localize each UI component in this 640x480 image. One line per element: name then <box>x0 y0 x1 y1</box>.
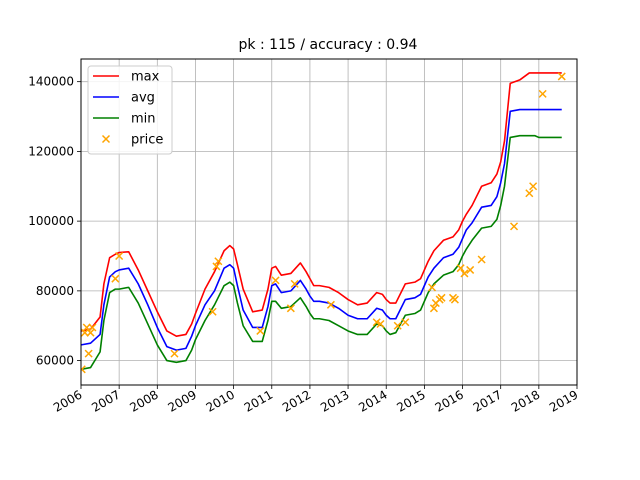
price-point <box>81 365 86 374</box>
price-point <box>115 251 124 261</box>
price-point <box>437 293 446 302</box>
plot-frame <box>80 58 578 386</box>
price-point <box>208 307 217 316</box>
y-tick-label: 120000 <box>28 144 74 158</box>
series-line-min <box>81 134 562 371</box>
price-point <box>456 264 465 273</box>
price-point <box>429 304 438 313</box>
price-point <box>256 326 265 335</box>
price-point <box>170 349 179 358</box>
y-axis-ticks: 60000 80000 100000 120000 140000 <box>28 75 81 368</box>
legend: max avg min price <box>87 65 173 155</box>
price-point <box>376 319 385 329</box>
legend-label: price <box>131 133 163 148</box>
legend-item-price: price <box>101 133 163 148</box>
series-line-max <box>81 72 562 337</box>
price-point <box>214 257 223 266</box>
price-point <box>111 274 120 283</box>
price-point <box>86 328 95 337</box>
y-tick-label: 80000 <box>36 284 74 298</box>
y-tick-label: 100000 <box>28 214 74 228</box>
price-point <box>271 276 280 285</box>
y-tick-label: 60000 <box>36 354 74 368</box>
price-point <box>529 182 538 191</box>
price-point <box>557 72 566 81</box>
price-point <box>393 321 402 330</box>
price-point <box>427 283 437 292</box>
price-point <box>525 189 534 198</box>
y-tick-label: 140000 <box>28 75 74 89</box>
price-point <box>212 262 221 271</box>
legend-item-max: max <box>93 70 160 85</box>
price-markers <box>81 72 566 374</box>
price-point <box>450 295 459 304</box>
price-point <box>88 323 97 332</box>
legend-item-avg: avg <box>93 91 155 106</box>
chart-title: pk : 115 / accuracy : 0.94 <box>239 37 418 53</box>
price-point <box>538 89 547 98</box>
legend-item-min: min <box>93 112 156 127</box>
legend-label: max <box>131 70 160 85</box>
price-point <box>477 255 486 264</box>
legend-label: avg <box>131 91 155 106</box>
price-point <box>326 300 335 309</box>
price-point <box>286 304 295 313</box>
price-point <box>510 222 519 231</box>
price-point <box>460 269 469 278</box>
price-point <box>84 349 93 358</box>
price-point <box>401 318 410 327</box>
legend-box <box>87 65 173 155</box>
legend-label: min <box>131 112 156 127</box>
price-point <box>466 265 475 274</box>
legend-marker <box>101 134 111 144</box>
price-point <box>290 279 299 288</box>
